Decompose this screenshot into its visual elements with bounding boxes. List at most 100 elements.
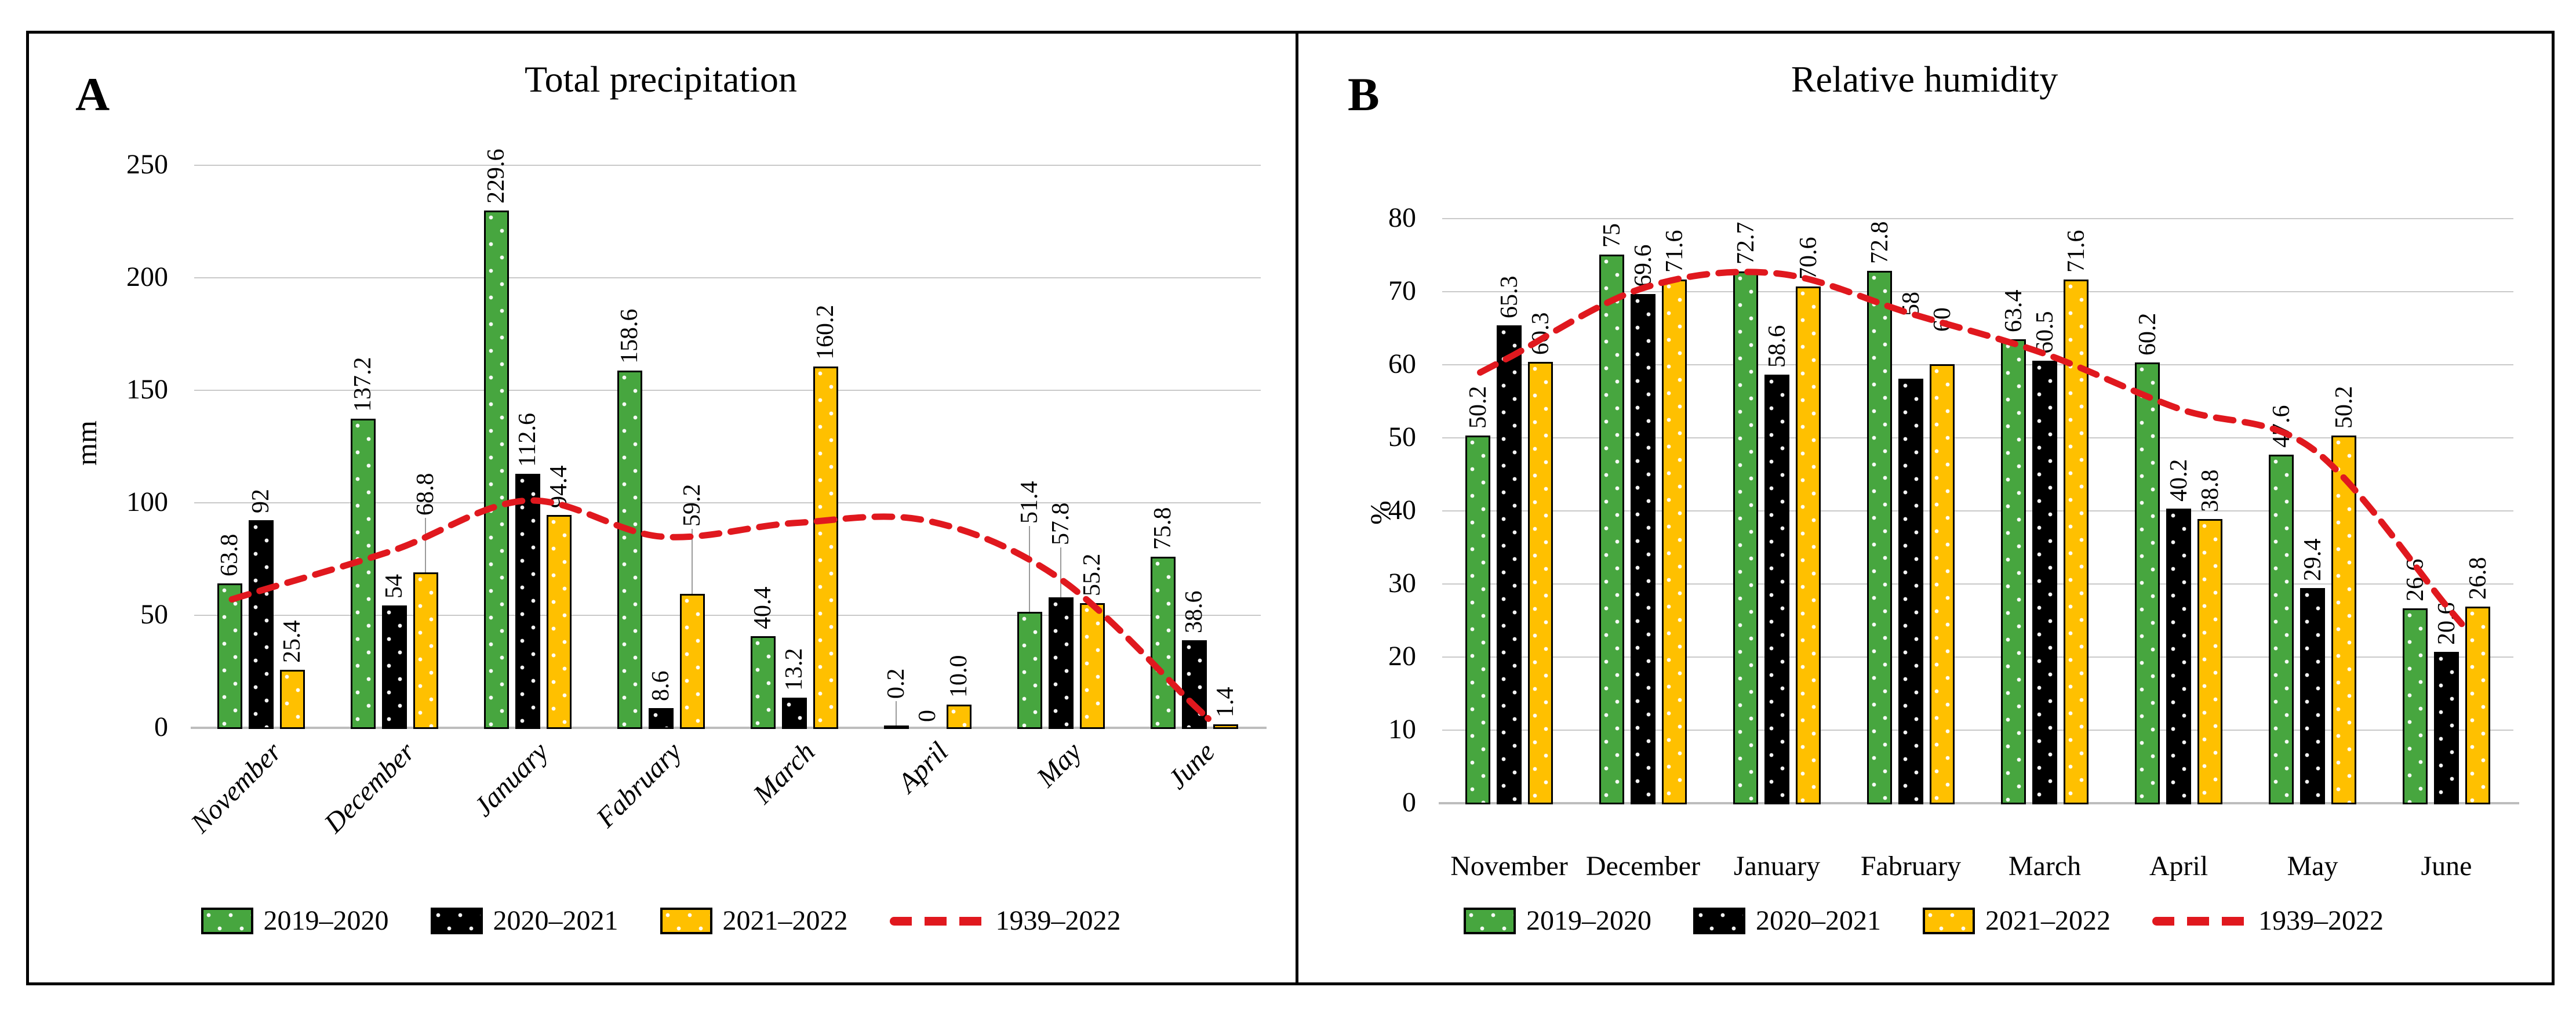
gridline — [194, 615, 1261, 616]
panel-a-title: Total precipitation — [524, 59, 798, 100]
bar-2021-2022 — [946, 705, 972, 729]
trend-line-1939-2022 — [228, 497, 1213, 723]
legend-label: 2021–2022 — [1985, 905, 2111, 936]
gridline — [1442, 656, 2513, 658]
bar-2021-2022 — [2197, 519, 2222, 804]
bar-2020-2021 — [1764, 374, 1789, 804]
gridline — [1442, 730, 2513, 731]
y-tick-label: 50 — [1388, 422, 1416, 452]
y-tick-label: 70 — [1388, 275, 1416, 306]
gridline — [194, 165, 1261, 166]
bar-2021-2022 — [546, 514, 572, 729]
label-leader-line — [1060, 547, 1061, 597]
gridline — [194, 390, 1261, 391]
bar-2021-2022 — [1213, 724, 1238, 729]
bar-2020-2021 — [2032, 360, 2057, 804]
figure-frame — [26, 31, 2555, 985]
trend-line-1939-2022 — [1477, 269, 2465, 627]
bar-2020-2021 — [648, 708, 674, 729]
legend-item: 1939–2022 — [889, 906, 1121, 936]
legend-label: 2020–2021 — [1756, 905, 1881, 936]
bar-2021-2022 — [1930, 364, 1955, 804]
bar-2019-2020 — [2269, 455, 2294, 804]
bar-2019-2020 — [1733, 271, 1758, 804]
bar-2019-2020 — [1150, 556, 1176, 729]
legend-swatch-2019-2020 — [1464, 908, 1516, 934]
panel-b-legend: 2019–2020 2020–2021 2021–2022 1939–2022 — [1298, 906, 2549, 936]
x-tick-label: January — [1733, 851, 1821, 881]
x-tick-label: Fabruary — [1860, 851, 1962, 881]
bar-2021-2022 — [1528, 362, 1553, 804]
bar-2021-2022 — [413, 572, 438, 729]
label-leader-line — [896, 701, 897, 725]
legend-label: 2019–2020 — [263, 905, 389, 936]
legend-swatch-2019-2020 — [201, 908, 253, 934]
bar-2020-2021 — [1048, 597, 1074, 729]
x-tick-label: November — [1450, 851, 1568, 881]
bar-2020-2021 — [1898, 379, 1923, 804]
x-tick-label: April — [2149, 851, 2208, 881]
gridline — [1442, 437, 2513, 438]
y-tick-label: 150 — [126, 374, 168, 405]
legend-item: 2021–2022 — [660, 906, 848, 936]
legend-label: 1939–2022 — [2258, 905, 2384, 936]
bar-2021-2022 — [2331, 436, 2356, 804]
x-tick-label: June — [2421, 851, 2472, 881]
panel-b-plot-area: 50.2 65.3 60.3 November 75 69.6 71.6 December 72… — [1439, 218, 2519, 881]
legend-dash-1939-2022 — [889, 916, 985, 926]
gridline — [194, 502, 1261, 503]
bar-2019-2020 — [2135, 362, 2160, 804]
bar-2019-2020 — [2403, 608, 2428, 804]
bar-2019-2020 — [217, 583, 242, 729]
bar-2019-2020 — [350, 418, 376, 729]
y-tick-label: 0 — [154, 712, 168, 742]
legend-item: 2019–2020 — [1464, 906, 1651, 936]
gridline — [1442, 291, 2513, 292]
legend-label: 2021–2022 — [722, 905, 848, 936]
y-tick-label: 40 — [1388, 495, 1416, 525]
panel-a-letter: A — [75, 68, 110, 121]
legend-item: 1939–2022 — [2152, 906, 2384, 936]
y-tick-label: 50 — [140, 599, 168, 630]
bar-2020-2021 — [1631, 294, 1656, 804]
bar-2020-2021 — [781, 697, 807, 729]
legend-item: 2021–2022 — [1923, 906, 2111, 936]
bar-2020-2021 — [381, 605, 407, 729]
axis-baseline — [191, 727, 1267, 729]
panel-b-title: Relative humidity — [1791, 59, 2058, 100]
bar-2020-2021 — [1181, 640, 1207, 729]
x-tick-label: December — [1585, 851, 1701, 881]
y-tick-label: 0 — [1402, 787, 1416, 818]
legend-item: 2020–2021 — [1693, 906, 1881, 936]
legend-label: 2019–2020 — [1526, 905, 1651, 936]
bar-2021-2022 — [1796, 286, 1821, 804]
y-tick-label: 30 — [1388, 568, 1416, 598]
bar-2019-2020 — [1867, 270, 1892, 804]
legend-swatch-2021-2022 — [1923, 908, 1975, 934]
x-tick-label: May — [2287, 851, 2338, 881]
gridline — [1442, 364, 2513, 365]
bar-2021-2022 — [2465, 607, 2490, 804]
bar-2019-2020 — [1017, 611, 1042, 729]
bar-2020-2021 — [2300, 587, 2325, 804]
gridline — [1442, 510, 2513, 512]
bar-2021-2022 — [813, 367, 838, 729]
legend-swatch-2020-2021 — [1693, 908, 1745, 934]
y-tick-label: 250 — [126, 149, 168, 180]
y-tick-label: 200 — [126, 262, 168, 292]
legend-swatch-2020-2021 — [430, 908, 483, 934]
bar-2019-2020 — [617, 370, 642, 729]
y-tick-label: 10 — [1388, 714, 1416, 745]
bar-2021-2022 — [679, 594, 705, 729]
bar-2019-2020 — [883, 725, 909, 729]
bar-2019-2020 — [1465, 436, 1490, 804]
bar-2020-2021 — [2166, 509, 2191, 804]
panel-a-legend: 2019–2020 2020–2021 2021–2022 1939–2022 — [26, 906, 1296, 936]
legend-swatch-2021-2022 — [660, 908, 712, 934]
panel-divider — [1296, 31, 1298, 982]
y-tick-label: 20 — [1388, 641, 1416, 672]
gridline — [1442, 583, 2513, 585]
gridline — [194, 277, 1261, 278]
label-leader-line — [425, 518, 426, 573]
x-tick-label: March — [2008, 851, 2082, 881]
